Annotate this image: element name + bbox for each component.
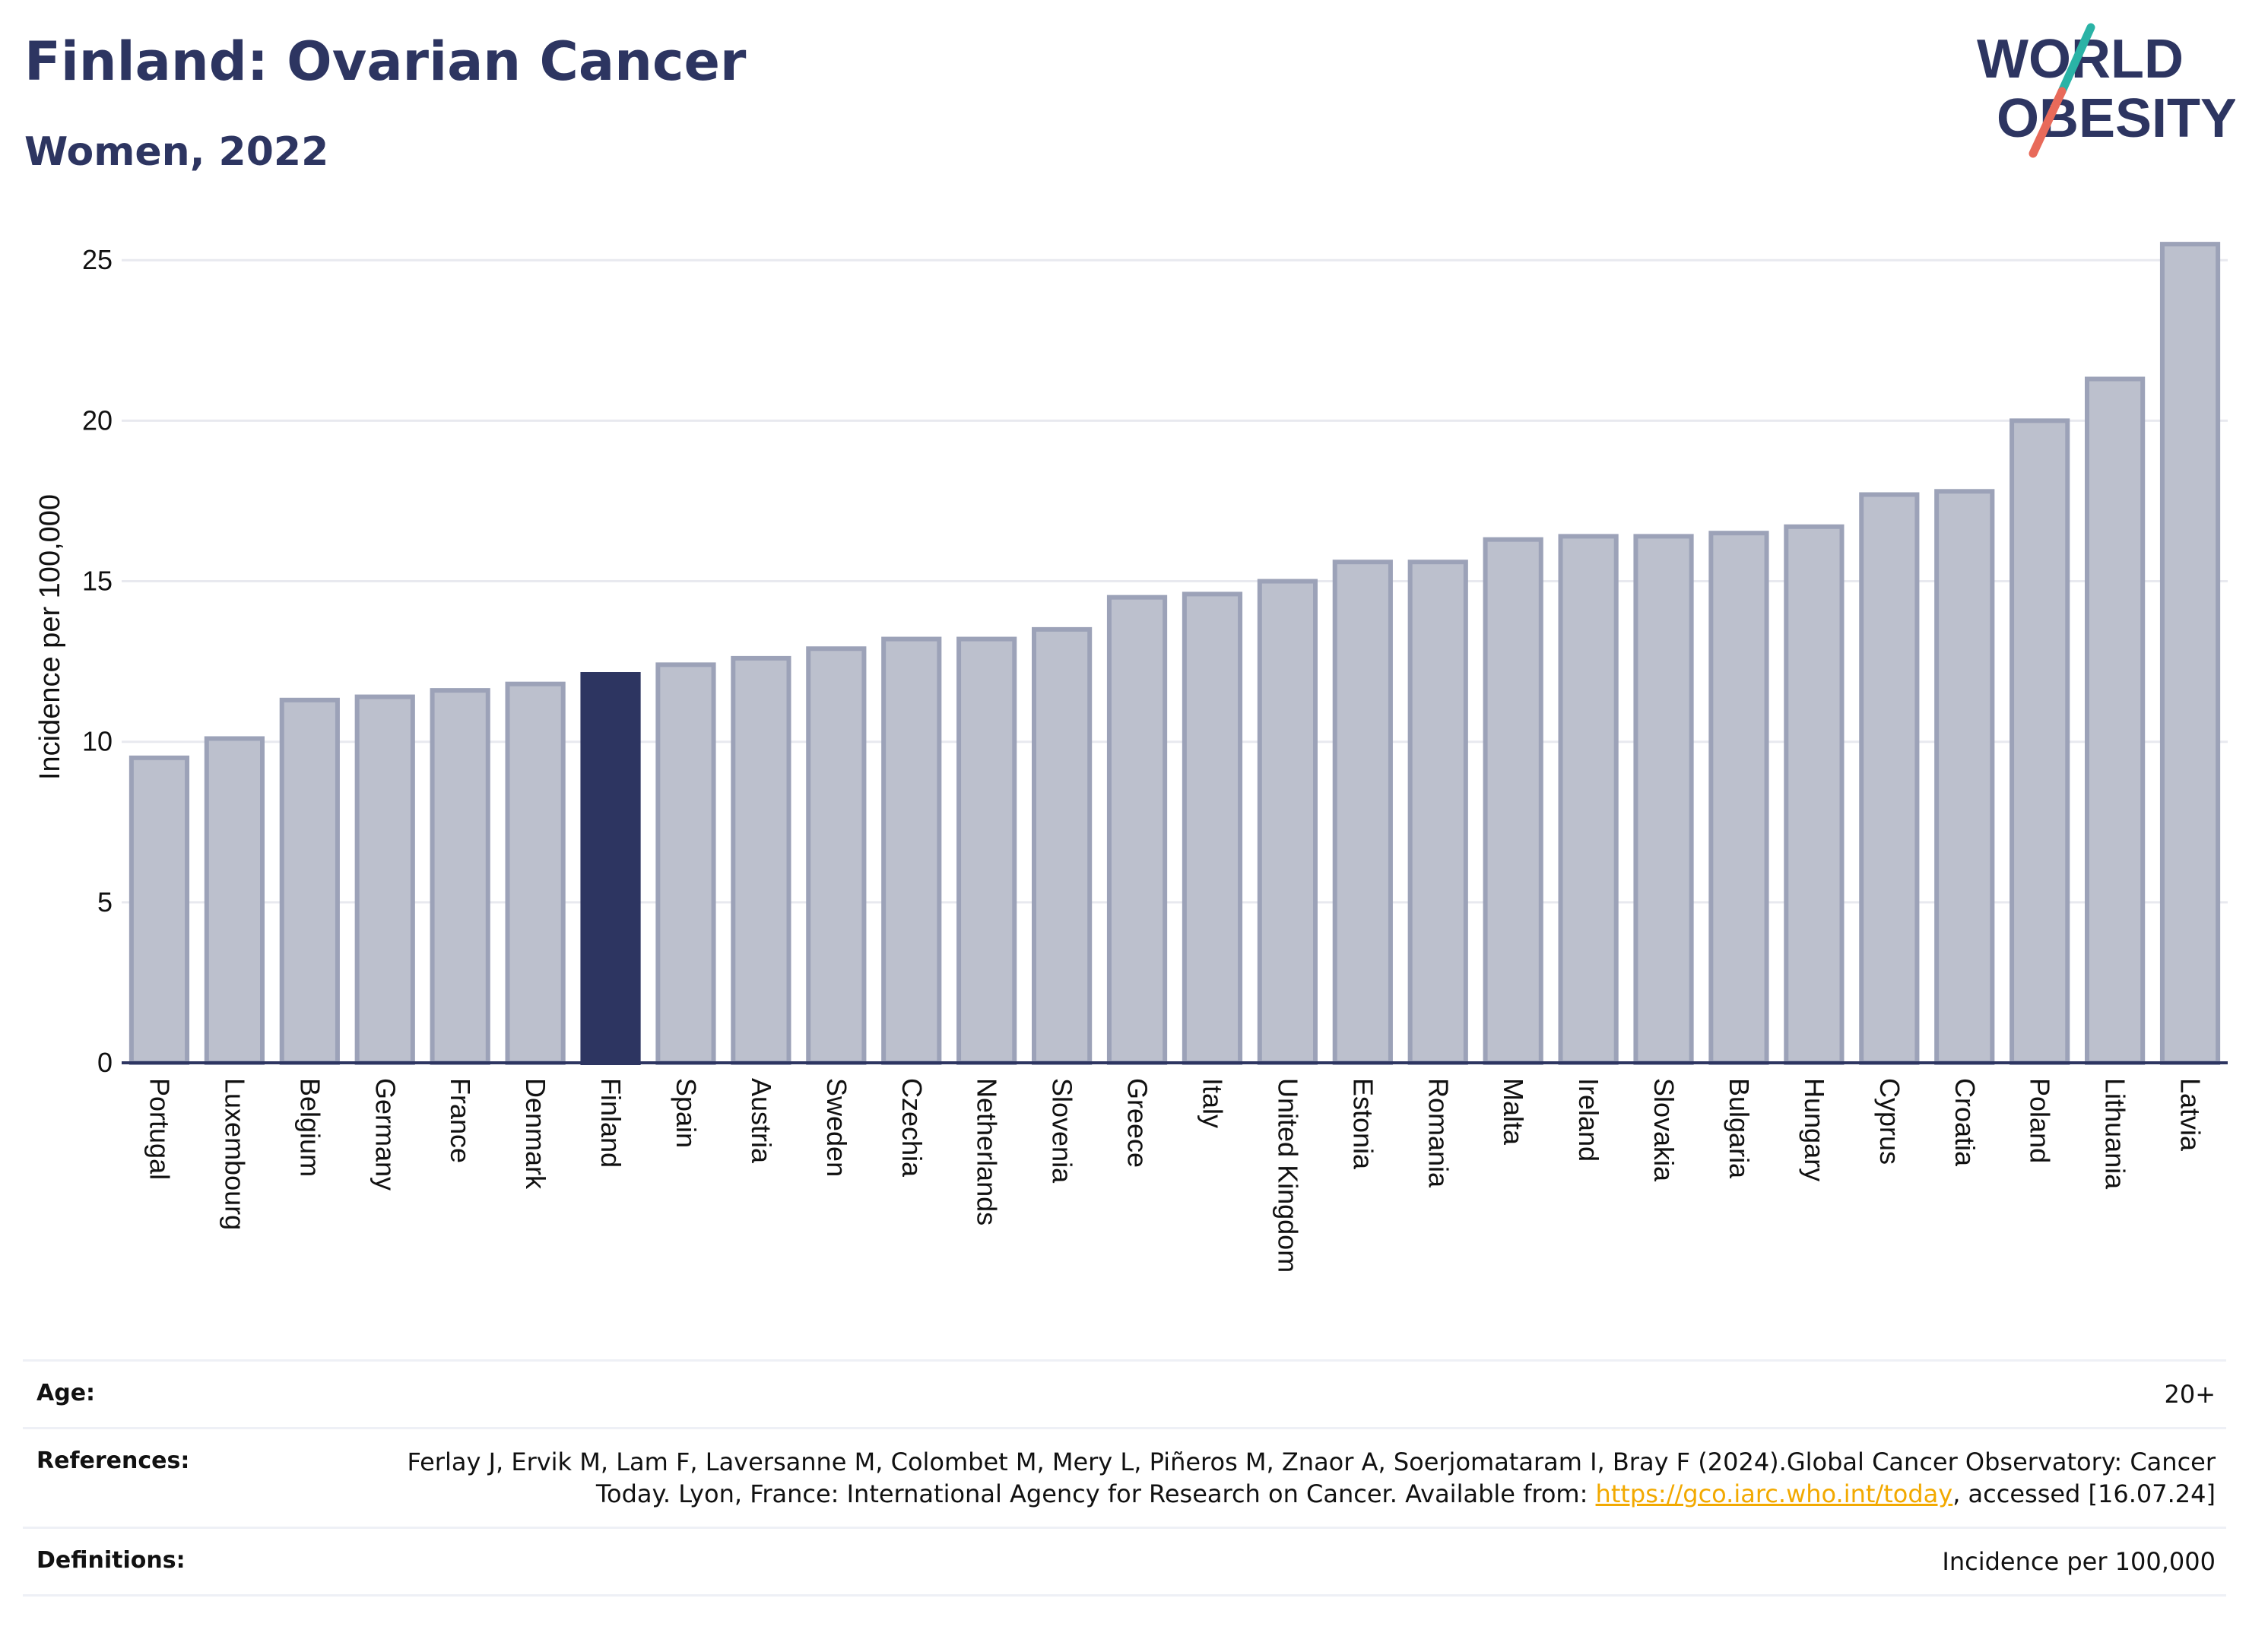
references-text: Ferlay J, Ervik M, Lam F, Laversanne M, … [407,1447,2216,1508]
bar-finland[interactable] [580,672,641,1065]
x-tick-label: Latvia [2175,1078,2206,1152]
y-tick-label: 0 [97,1047,113,1078]
page-subtitle: Women, 2022 [24,129,329,175]
x-tick-label: Czechia [896,1078,928,1178]
x-tick-label: Portugal [144,1078,175,1180]
definitions-label: Definitions: [36,1547,186,1574]
x-tick-label: Belgium [294,1078,325,1177]
x-tick-label: Romania [1423,1078,1454,1188]
logo-slash-top [2057,23,2095,96]
bar-poland[interactable] [2010,418,2070,1065]
x-tick-label: Greece [1122,1078,1153,1168]
references-value: Ferlay J, Ervik M, Lam F, Laversanne M, … [353,1446,2216,1510]
references-label: References: [36,1447,190,1474]
info-table: Age: 20+ References: Ferlay J, Ervik M, … [23,1359,2226,1597]
bar-france[interactable] [430,688,490,1065]
y-tick-label: 15 [82,566,113,597]
page-title: Finland: Ovarian Cancer [24,30,747,93]
x-tick-label: Hungary [1799,1078,1830,1181]
bar-italy[interactable] [1182,591,1243,1065]
y-tick-label: 10 [82,726,113,757]
bar-austria[interactable] [731,655,791,1065]
x-tick-label: Poland [2025,1078,2056,1163]
x-tick-label: Estonia [1347,1078,1378,1170]
bars [128,242,2221,1066]
bar-ireland[interactable] [1558,534,1619,1065]
bar-estonia[interactable] [1332,560,1393,1065]
bar-malta[interactable] [1483,537,1543,1065]
x-tick-label: Finland [595,1078,626,1168]
x-tick-label: Austria [746,1078,777,1164]
x-tick-label: Denmark [520,1078,551,1190]
logo-slash-bottom [2029,87,2067,158]
x-tick-label: Cyprus [1874,1078,1905,1165]
info-row-references: References: Ferlay J, Ervik M, Lam F, La… [23,1427,2226,1527]
x-tick-label: Ireland [1573,1078,1604,1162]
y-tick-label: 5 [97,886,113,918]
axes: 0 5 10 15 20 25 Portugal Luxembourg Belgium Germa… [82,244,2228,1273]
bar-cyprus[interactable] [1859,492,1920,1065]
bar-slovakia[interactable] [1633,534,1694,1065]
x-tick-label: Slovakia [1648,1078,1680,1182]
x-tick-label: Germany [370,1078,401,1191]
x-tick-label: United Kingdom [1272,1078,1303,1273]
x-tick-label: France [445,1078,476,1163]
y-tick-label: 20 [82,404,113,436]
info-row-age: Age: 20+ [23,1359,2226,1427]
x-tick-label: Malta [1498,1078,1529,1146]
x-tick-label: Bulgaria [1724,1078,1755,1179]
bar-sweden[interactable] [806,646,867,1065]
bar-latvia[interactable] [2159,242,2221,1066]
bar-spain[interactable] [655,662,716,1065]
bar-czechia[interactable] [881,636,942,1065]
x-tick-label: Croatia [1949,1078,1981,1167]
x-tick-label: Netherlands [972,1078,1003,1226]
y-tick-label: 25 [82,244,113,275]
bar-luxembourg[interactable] [204,736,265,1065]
x-tick-label: Slovenia [1047,1078,1078,1184]
bar-portugal[interactable] [128,755,190,1065]
info-row-definitions: Definitions: Incidence per 100,000 [23,1527,2226,1597]
references-link[interactable]: https://gco.iarc.who.int/today [1595,1479,1953,1508]
x-tick-label: Italy [1197,1078,1228,1128]
bar-chart: 0 5 10 15 20 25 Portugal Luxembourg Belgium Germa… [34,242,2228,1273]
age-value: 20+ [2164,1380,2216,1409]
bar-croatia[interactable] [1934,489,1995,1065]
x-tick-label: Luxembourg [219,1078,250,1230]
bar-slovenia[interactable] [1032,626,1093,1065]
references-suffix: , accessed [16.07.24] [1952,1479,2216,1508]
definitions-value: Incidence per 100,000 [1942,1547,2216,1576]
bar-bulgaria[interactable] [1708,531,1769,1065]
bar-lithuania[interactable] [2085,376,2146,1065]
bar-germany[interactable] [354,694,415,1065]
x-tick-label: Lithuania [2100,1078,2131,1190]
bar-denmark[interactable] [505,681,566,1066]
bar-united-kingdom[interactable] [1257,579,1318,1065]
age-label: Age: [36,1380,96,1406]
world-obesity-logo: WORLD OBESITY [1977,23,2235,158]
bar-greece[interactable] [1106,595,1168,1065]
bar-belgium[interactable] [279,697,340,1065]
bar-romania[interactable] [1407,560,1468,1065]
bar-netherlands[interactable] [956,636,1017,1065]
y-axis-label: Incidence per 100,000 [34,494,66,780]
x-tick-label: Sweden [821,1078,852,1177]
bar-hungary[interactable] [1784,524,1845,1065]
x-tick-label: Spain [671,1078,702,1148]
